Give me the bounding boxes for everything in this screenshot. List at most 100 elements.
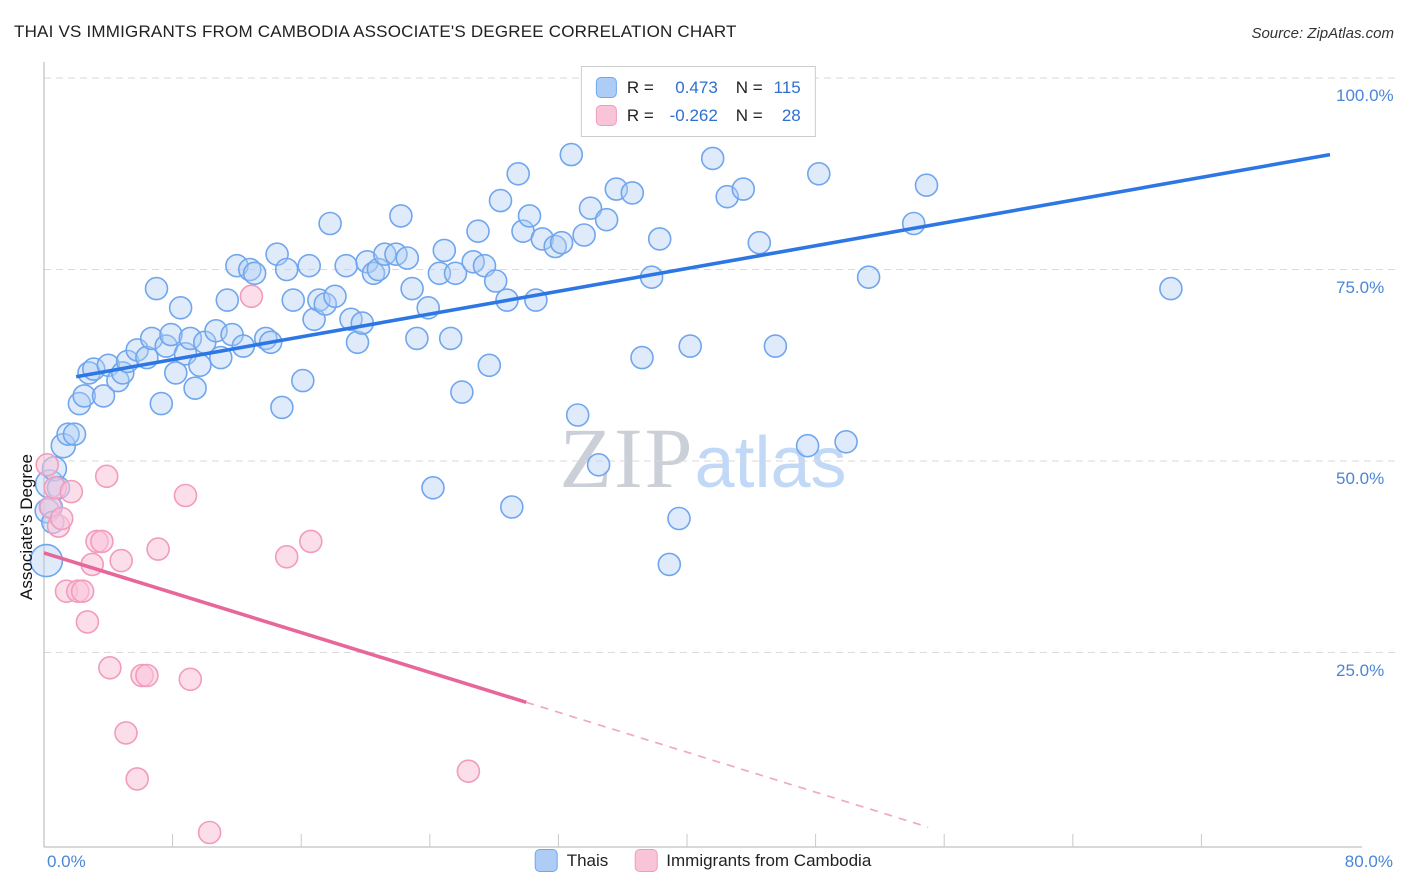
cambodia-data-point [197,820,222,845]
r-label: R = [626,77,654,97]
thais-swatch [595,77,617,98]
cambodia-legend-swatch [634,849,658,872]
thais-legend-label: Thais [566,850,609,870]
thais-data-point [395,246,420,270]
legend-row-cambodia: R = -0.262 N = 28 [595,105,801,126]
thais-data-point [144,276,169,301]
thais-data-point [297,253,322,278]
y-axis-tick-label: 100.0% [1336,86,1394,105]
thais-data-point [1159,276,1183,301]
n-label: N = [735,77,763,97]
legend-item-thais: Thais [534,849,609,872]
thais-data-point [168,295,193,320]
thais-data-point [795,433,820,458]
thais-data-point [29,543,64,578]
cambodia-r-value: -0.262 [669,105,718,125]
thais-data-point [559,142,584,167]
thais-data-point [389,204,413,228]
thais-legend-swatch [534,849,558,872]
thais-data-point [565,403,590,427]
thais-data-point [731,177,756,201]
thais-data-point [421,475,445,500]
cambodia-legend-label: Immigrants from Cambodia [666,850,872,870]
x-axis-min-label: 0.0% [47,852,86,871]
source-attribution: Source: ZipAtlas.com [1251,25,1394,42]
thais-data-point [164,361,188,385]
thais-data-point [318,211,342,236]
thais-data-point [763,334,788,358]
thais-data-point [159,322,183,347]
y-axis-tick-label: 75.0% [1336,277,1385,297]
thais-data-point [914,173,939,197]
cambodia-data-point [125,767,149,791]
cambodia-data-point [146,537,170,561]
series-legend: Thais Immigrants from Cambodia [534,849,871,872]
cambodia-data-point [239,284,264,309]
thais-data-point [290,368,315,393]
cambodia-n-value: 28 [781,105,801,125]
cambodia-data-point [90,529,114,554]
thais-data-point [149,391,174,416]
y-axis-tick-label: 25.0% [1336,660,1385,680]
cambodia-data-point [70,579,95,604]
thais-data-point [488,188,513,213]
cambodia-data-point [59,479,84,504]
thais-data-point [178,326,203,351]
cambodia-trendline [43,551,527,705]
cambodia-data-point [109,548,133,573]
chart-title: THAI VS IMMIGRANTS FROM CAMBODIA ASSOCIA… [14,22,737,41]
thais-data-point [270,395,294,420]
cambodia-data-point [98,655,122,680]
thais-data-point [747,230,772,255]
thais-data-point [678,334,703,358]
thais-data-point [443,261,468,286]
thais-data-point [856,265,881,290]
x-axis-max-label: 80.0% [1344,852,1393,871]
cambodia-trendline-extension [525,701,929,828]
legend-item-cambodia: Immigrants from Cambodia [634,849,871,872]
thais-data-point [834,429,858,454]
cambodia-data-point [75,610,100,634]
thais-data-point [281,288,306,312]
thais-data-point [572,223,596,247]
thais-data-point [450,380,474,404]
thais-data-point [91,384,116,408]
cambodia-data-point [274,544,299,569]
cambodia-data-point [178,667,203,692]
thais-data-point [366,257,391,282]
cambodia-data-point [35,452,60,477]
thais-data-point [517,204,542,228]
thais-data-point [334,253,359,278]
cambodia-data-point [173,483,198,508]
cambodia-data-point [135,663,159,688]
thais-data-point [438,326,463,351]
thais-r-value: 0.473 [675,77,718,97]
thais-data-point [667,506,691,531]
thais-n-value: 115 [773,77,801,97]
thais-data-point [139,326,164,351]
thais-data-point [483,269,508,293]
cambodia-data-point [456,759,481,784]
y-axis-tick-label: 50.0% [1336,469,1385,488]
thais-trendline [75,152,1331,379]
y-axis-title: Associate's Degree [17,454,36,600]
thais-data-point [72,384,96,408]
cambodia-data-point [114,721,138,745]
thais-data-point [345,330,370,355]
thais-data-point [323,284,347,309]
thais-data-point [499,495,524,519]
thais-data-point [630,345,654,370]
thais-data-point [657,552,682,577]
cambodia-swatch [595,105,617,126]
cambodia-data-point [49,506,74,531]
thais-data-point [806,162,831,186]
thais-data-point [506,162,531,186]
thais-data-point [578,196,603,220]
thais-data-point [620,181,645,205]
cambodia-data-point [94,464,119,489]
thais-data-point [549,230,574,255]
thais-data-point [530,227,555,251]
thais-data-point [432,238,457,263]
thais-data-point [700,146,725,171]
